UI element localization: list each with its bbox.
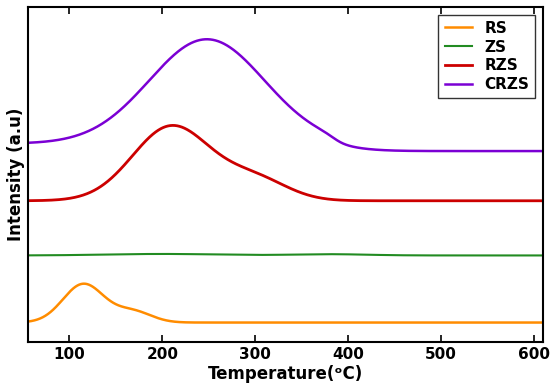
ZS [25, 253, 31, 258]
RZS [544, 199, 551, 203]
CRZS [529, 149, 536, 153]
RS [291, 320, 297, 325]
RZS [51, 198, 57, 202]
CRZS [263, 81, 270, 85]
RS [51, 306, 57, 311]
RS [263, 320, 270, 325]
Y-axis label: Intensity (a.u): Intensity (a.u) [7, 108, 25, 241]
RZS [25, 199, 31, 203]
Line: ZS: ZS [28, 254, 547, 255]
RS [530, 320, 536, 325]
RS [434, 320, 441, 325]
ZS [159, 252, 166, 256]
CRZS [277, 96, 284, 100]
X-axis label: Temperature(ᵒC): Temperature(ᵒC) [208, 365, 363, 383]
Legend: RS, ZS, RZS, CRZS: RS, ZS, RZS, CRZS [439, 14, 535, 98]
ZS [263, 253, 270, 257]
RZS [530, 199, 536, 203]
CRZS [544, 149, 551, 153]
RS [530, 320, 536, 325]
RZS [523, 199, 530, 203]
RS [80, 281, 87, 286]
RS [25, 319, 31, 324]
RS [277, 320, 284, 325]
ZS [51, 253, 57, 257]
ZS [434, 253, 441, 258]
CRZS [530, 149, 536, 153]
CRZS [434, 149, 441, 153]
Line: RZS: RZS [28, 126, 547, 201]
RZS [530, 199, 536, 203]
RZS [170, 123, 176, 128]
ZS [529, 253, 536, 258]
CRZS [25, 140, 31, 145]
ZS [277, 252, 284, 257]
ZS [544, 253, 551, 258]
RZS [434, 199, 441, 203]
ZS [530, 253, 536, 258]
RZS [277, 181, 284, 186]
Line: CRZS: CRZS [28, 39, 547, 151]
CRZS [51, 138, 57, 143]
RS [544, 320, 551, 325]
RZS [263, 175, 270, 180]
CRZS [204, 37, 210, 42]
Line: RS: RS [28, 284, 547, 323]
